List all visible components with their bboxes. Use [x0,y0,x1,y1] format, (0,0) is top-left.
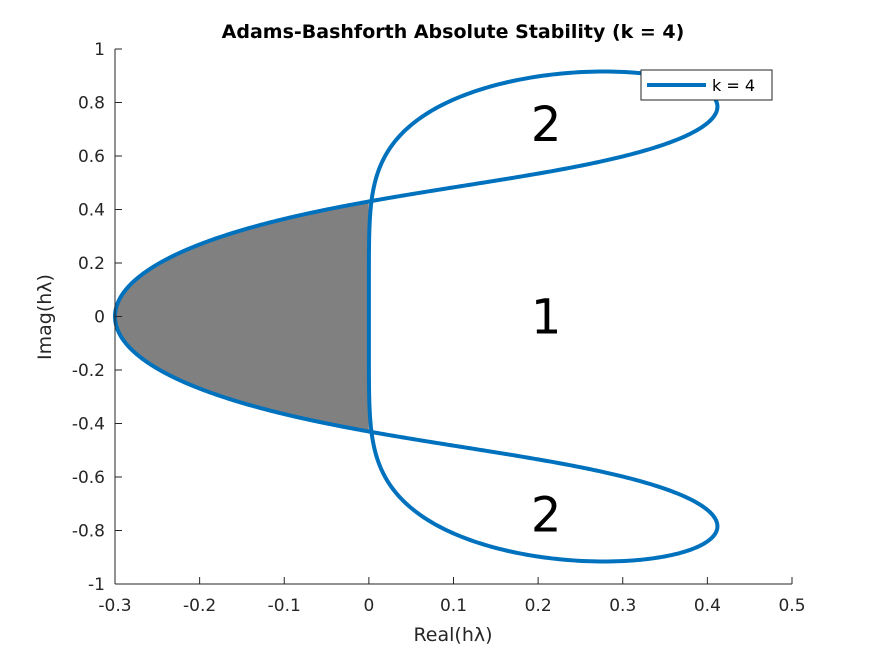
chart-title: Adams-Bashforth Absolute Stability (k = … [222,21,685,43]
stable-region-fill [115,201,371,432]
x-tick-label: 0 [363,596,374,616]
y-tick-label: -0.2 [72,361,105,381]
y-tick-label: -0.8 [72,522,105,542]
y-tick-label: 0.2 [78,254,105,274]
y-tick-label: -0.6 [72,468,105,488]
region-label-1: 2 [531,97,562,153]
x-axis-label: Real(hλ) [413,624,492,646]
y-tick-label: -0.4 [72,415,105,435]
x-tick-label: 0.2 [525,596,552,616]
legend-entry-k4: k = 4 [712,76,755,95]
y-axis-label: Imag(hλ) [34,274,56,360]
y-tick-label: 0.6 [78,147,105,167]
x-tick-label: -0.2 [183,596,216,616]
y-tick-label: 1 [94,40,105,60]
x-tick-label: 0.5 [778,596,805,616]
y-tick-label: -1 [88,575,105,595]
x-tick-label: 0.4 [694,596,721,616]
y-tick-label: 0 [94,308,105,328]
x-tick-label: -0.3 [98,596,131,616]
y-tick-label: 0.8 [78,94,105,114]
region-label-2: 1 [531,290,562,346]
y-tick-label: 0.4 [78,201,105,221]
x-tick-label: 0.1 [440,596,467,616]
x-tick-label: -0.1 [268,596,301,616]
x-tick-label: 0.3 [609,596,636,616]
legend: k = 4 [640,69,773,101]
region-label-3: 2 [531,487,562,543]
